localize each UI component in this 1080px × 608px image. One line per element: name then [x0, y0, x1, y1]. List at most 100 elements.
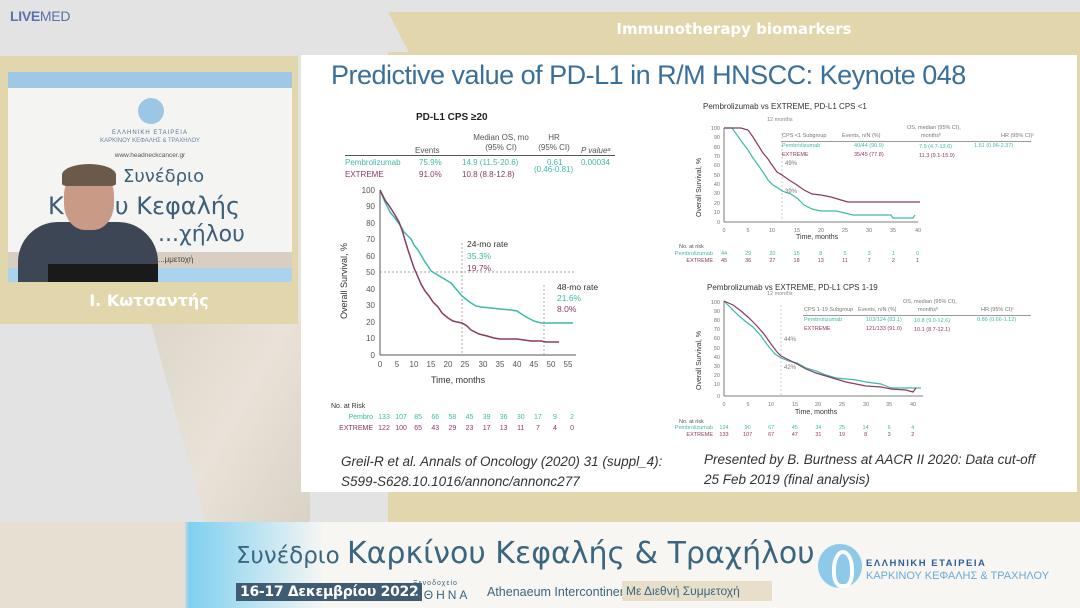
- td-os: 10.1 (8.7-12.1): [914, 327, 951, 333]
- ribbon-logo-icon: [138, 98, 164, 124]
- svg-text:10: 10: [410, 360, 419, 369]
- risk-cell: 65: [414, 425, 423, 432]
- svg-text:60: 60: [714, 163, 720, 169]
- svg-text:100: 100: [711, 126, 720, 132]
- td-p: 0.00034: [581, 158, 610, 167]
- svg-text:0: 0: [722, 402, 725, 408]
- footer-hotel-city: ΑΘΗΝΑ: [413, 588, 471, 602]
- th-median: Median OS, mo: [473, 133, 529, 142]
- table-rule: [803, 315, 1031, 316]
- td-events: 35/45 (77.8): [854, 152, 884, 158]
- risk-cell: 43: [431, 425, 440, 432]
- background-stone: [150, 320, 310, 525]
- risk-cell: 44: [720, 251, 728, 257]
- svg-text:45: 45: [530, 360, 539, 369]
- risk-cell: 133: [378, 414, 390, 421]
- svg-text:20: 20: [818, 228, 824, 234]
- risk-cell: 0: [916, 251, 920, 257]
- risk-cell: 3: [887, 432, 891, 438]
- th-hr: HR (95% CI)ᶜ: [1001, 133, 1035, 139]
- svg-text:40: 40: [915, 228, 921, 234]
- th-hr: HR: [548, 133, 560, 142]
- risk-cell: 36: [499, 414, 508, 421]
- svg-text:35: 35: [890, 228, 896, 234]
- th-os-months: monthsᵇ: [921, 133, 942, 139]
- footer-international: Με Διεθνή Συμμετοχή: [622, 581, 772, 601]
- right-bottom-risk-label: No. at risk: [679, 419, 704, 425]
- left-x-axis-label: Time, months: [431, 375, 486, 385]
- conference-footer: Συνέδριο Καρκίνου Κεφαλής & Τραχήλου 16-…: [0, 522, 1080, 608]
- risk-cell: 5: [843, 251, 847, 257]
- right-top-risk-label: No. at risk: [679, 244, 704, 250]
- svg-text:40: 40: [714, 182, 720, 188]
- svg-text:50: 50: [547, 360, 556, 369]
- risk-cell: 45: [791, 425, 798, 431]
- td-os: 10.8 (9.0-12.6): [914, 318, 951, 324]
- svg-text:80: 80: [714, 145, 720, 151]
- footer-stone-texture: [0, 522, 185, 608]
- td-events: 91.0%: [419, 170, 442, 179]
- risk-cell: 100: [395, 425, 407, 432]
- td-events: 40/44 (90.9): [854, 143, 884, 149]
- svg-text:100: 100: [711, 300, 720, 306]
- th-os: OS, median (95% CI),: [903, 299, 957, 305]
- th-events: Events: [415, 146, 440, 155]
- risk-cell: 29: [448, 425, 457, 432]
- footer-org-line1: ΕΛΛΗΝΙΚΗ ΕΤΑΙΡΕΙΑ: [866, 558, 987, 569]
- speaker-panel: ΕΛΛΗΝΙΚΗ ΕΤΑΙΡΕΙΑ ΚΑΡΚΙΝΟΥ ΚΕΦΑΛΗΣ & ΤΡΑ…: [0, 56, 298, 324]
- presentation-slide: Predictive value of PD-L1 in R/M HNSCC: …: [301, 55, 1077, 492]
- risk-cell: 0: [570, 425, 575, 432]
- video-band-text: ...μμετοχή: [158, 255, 194, 264]
- risk-cell: 17: [482, 425, 491, 432]
- risk-cell: 20: [769, 251, 776, 257]
- svg-text:80: 80: [714, 318, 720, 324]
- right-bottom-risk-extreme-label: EXTREME: [686, 432, 713, 438]
- svg-text:90: 90: [714, 309, 720, 315]
- risk-cell: 6: [887, 425, 891, 431]
- svg-text:5: 5: [395, 360, 400, 369]
- right-bottom-marker: 12 months: [767, 291, 793, 297]
- svg-text:40: 40: [714, 355, 720, 361]
- risk-cell: 15: [793, 251, 800, 257]
- svg-text:15: 15: [792, 402, 798, 408]
- td-arm: Pembrolizumab: [804, 317, 843, 323]
- risk-cell: 7: [535, 425, 540, 432]
- td-hr: 0.86 (0.66-1.12): [977, 317, 1017, 323]
- svg-text:25: 25: [842, 228, 848, 234]
- speaker-hair: [62, 164, 116, 186]
- td-arm: Pembrolizumab: [345, 158, 401, 167]
- th-median-ci: (95% CI): [485, 143, 517, 152]
- th-subgroup: CPS 1-19 Subgroup: [804, 307, 854, 313]
- video-url: www.headneckcancer.gr: [114, 152, 186, 159]
- svg-text:10: 10: [714, 382, 720, 388]
- td-arm: EXTREME: [804, 326, 831, 332]
- svg-text:70: 70: [714, 154, 720, 160]
- risk-cell: 23: [465, 425, 474, 432]
- svg-text:40: 40: [513, 360, 522, 369]
- annot-48mo-extreme: 8.0%: [557, 304, 577, 314]
- td-hr: 1.51 (0.96-2.37): [974, 143, 1014, 149]
- risk-cell: 2: [891, 258, 895, 264]
- citation-right-line2: 25 Feb 2019 (final analysis): [704, 472, 870, 487]
- right-top-risk-extreme-label: EXTREME: [686, 258, 713, 264]
- risk-cell: 90: [744, 425, 751, 431]
- risk-cell: 25: [838, 425, 846, 431]
- td-events: 121/133 (91.0): [866, 326, 902, 332]
- right-bottom-risk-pembro-label: Pembrolizumab: [674, 425, 713, 431]
- svg-text:30: 30: [714, 191, 720, 197]
- risk-cell: 13: [817, 258, 824, 264]
- svg-text:0: 0: [371, 351, 376, 360]
- th-events: Events, n/N (%): [842, 133, 881, 139]
- risk-cell: 85: [414, 414, 423, 421]
- annot-24mo-label: 24-mo rate: [467, 239, 509, 249]
- table-rule: [345, 155, 615, 156]
- speaker-video: ΕΛΛΗΝΙΚΗ ΕΤΑΙΡΕΙΑ ΚΑΡΚΙΝΟΥ ΚΕΦΑΛΗΣ & ΤΡΑ…: [8, 72, 292, 282]
- right-top-marker: 12 months: [767, 117, 793, 123]
- risk-cell: 3: [867, 251, 871, 257]
- td-arm: Pembrolizumab: [782, 143, 821, 149]
- th-subgroup: CPS <1 Subgroup: [782, 133, 827, 139]
- svg-text:0: 0: [717, 394, 720, 400]
